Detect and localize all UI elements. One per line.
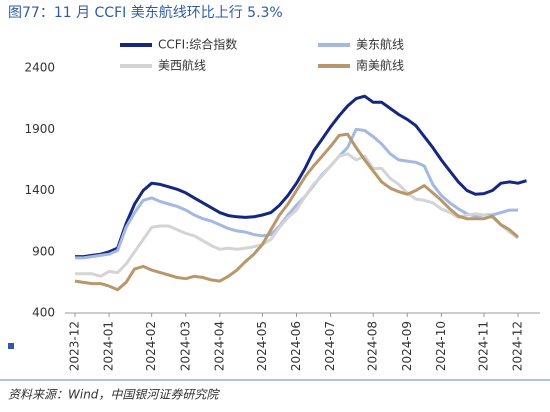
- y-tick-label: 1400: [24, 183, 55, 197]
- legend-label: CCFI:综合指数: [158, 37, 237, 52]
- x-tick-label: 2024-09: [400, 321, 414, 371]
- source-note: 资料来源：Wind，中国银河证券研究院: [8, 388, 220, 402]
- x-tick-label: 2023-12: [68, 321, 82, 371]
- y-tick-label: 2400: [24, 61, 55, 75]
- x-tick-label: 2024-01: [102, 321, 116, 371]
- x-tick-label: 2024-12: [511, 321, 525, 371]
- x-tick-label: 2024-05: [255, 321, 269, 371]
- chart-title: 图77：11 月 CCFI 美东航线环比上行 5.3%: [8, 5, 283, 21]
- legend-label: 美西航线: [158, 58, 206, 73]
- legend-label: 南美航线: [356, 58, 404, 73]
- x-tick-label: 2024-08: [366, 321, 380, 371]
- series-line: [74, 132, 519, 292]
- legend-label: 美东航线: [356, 37, 404, 52]
- y-tick-label: 1900: [24, 122, 55, 136]
- series-line: [75, 152, 519, 278]
- series-line: [75, 127, 518, 260]
- x-tick-label: 2024-03: [178, 321, 192, 371]
- x-tick-label: 2024-06: [289, 321, 303, 371]
- x-tick-label: 2024-10: [434, 321, 448, 371]
- y-tick-label: 400: [32, 306, 55, 320]
- x-tick-label: 2024-02: [144, 321, 158, 371]
- x-tick-label: 2024-07: [323, 321, 337, 371]
- footer-marker: [8, 343, 14, 349]
- x-tick-label: 2024-11: [476, 321, 490, 371]
- x-tick-label: 2024-04: [212, 321, 226, 371]
- y-tick-label: 900: [32, 244, 55, 258]
- series-line: [75, 94, 527, 259]
